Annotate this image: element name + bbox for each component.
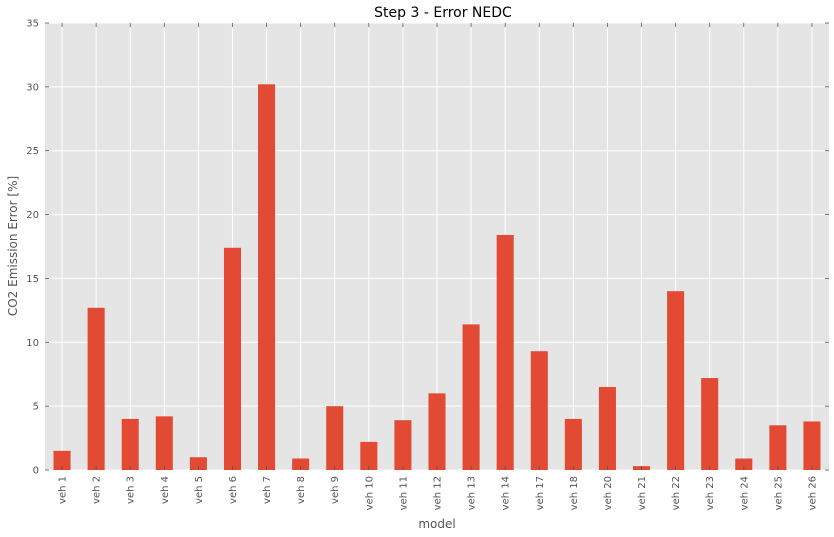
bars	[53, 84, 821, 470]
bar	[496, 235, 514, 470]
axis-ticks: 0 5 10 15 20 25 30 35 veh 1 veh 2 veh 3 veh 4 veh 5 v…	[26, 19, 829, 510]
bar	[462, 324, 480, 470]
x-tick-label: veh 7	[262, 476, 273, 504]
x-tick-label: veh 3	[126, 476, 137, 504]
x-tick-label: veh 8	[296, 476, 307, 504]
x-tick-label: veh 2	[92, 476, 103, 504]
bar	[735, 458, 753, 470]
bar	[667, 291, 685, 470]
y-tick-label: 0	[33, 466, 39, 477]
chart-title: Step 3 - Error NEDC	[374, 5, 512, 21]
x-tick-label: veh 26	[807, 476, 818, 510]
bar	[53, 450, 71, 470]
y-tick-label: 5	[33, 402, 39, 413]
x-tick-label: veh 5	[194, 476, 205, 504]
bar	[428, 393, 446, 470]
bar	[155, 416, 173, 470]
x-tick-label: veh 24	[739, 476, 750, 510]
x-tick-label: veh 21	[637, 476, 648, 510]
x-axis-label: model	[418, 517, 455, 531]
y-tick-label: 30	[26, 82, 39, 93]
x-tick-label: veh 9	[330, 476, 341, 504]
y-tick-label: 25	[26, 146, 39, 157]
x-tick-label: veh 23	[705, 476, 716, 510]
x-tick-label: veh 10	[364, 476, 375, 510]
bar	[769, 425, 787, 470]
y-tick-label: 35	[26, 19, 39, 30]
x-tick-label: veh 6	[228, 476, 239, 504]
bar	[326, 406, 344, 470]
x-tick-label: veh 14	[501, 476, 512, 510]
y-tick-label: 15	[26, 274, 39, 285]
bar	[803, 421, 821, 470]
bar	[394, 420, 412, 470]
x-tick-label: veh 11	[398, 476, 409, 510]
x-tick-label: veh 13	[467, 476, 478, 510]
bar	[564, 418, 582, 470]
y-tick-label: 10	[26, 338, 39, 349]
x-tick-label: veh 17	[535, 476, 546, 510]
y-axis-label: CO2 Emission Error [%]	[6, 176, 20, 316]
bar	[87, 307, 105, 470]
bar	[121, 418, 139, 470]
bar	[598, 386, 616, 470]
bar	[701, 378, 719, 470]
bar	[258, 84, 276, 470]
x-tick-label: veh 4	[160, 476, 171, 504]
x-tick-label: veh 1	[58, 476, 69, 504]
bar	[223, 247, 241, 470]
bar	[292, 458, 310, 470]
x-tick-label: veh 18	[569, 476, 580, 510]
x-tick-label: veh 25	[773, 476, 784, 510]
x-tick-label: veh 12	[433, 476, 444, 510]
bar	[530, 351, 548, 470]
bar	[189, 457, 207, 470]
x-tick-label: veh 20	[603, 476, 614, 510]
bar	[360, 441, 378, 470]
y-tick-label: 20	[26, 210, 39, 221]
x-tick-label: veh 22	[671, 476, 682, 510]
